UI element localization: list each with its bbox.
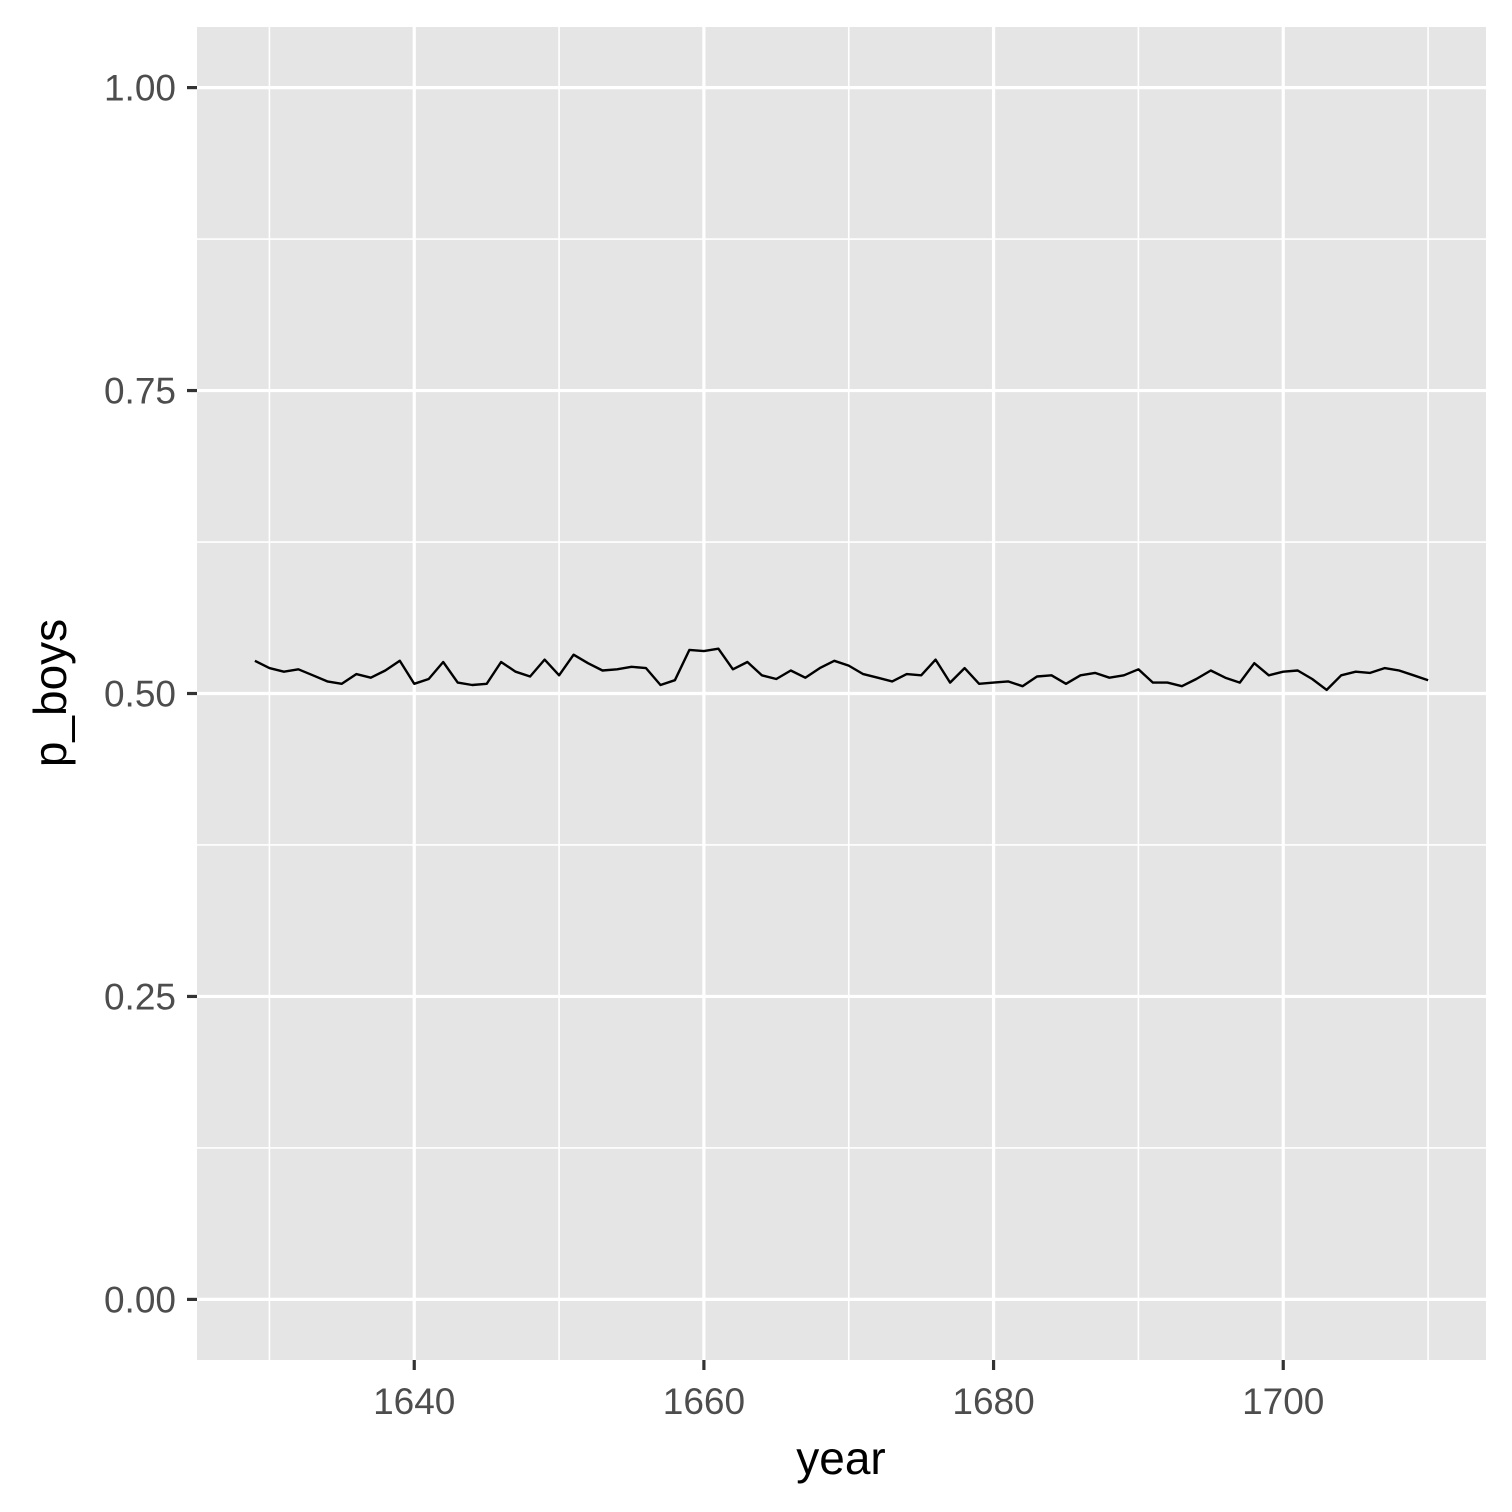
- y-tick-label: 0.25: [104, 976, 176, 1017]
- series-layer: [254, 647, 1429, 692]
- x-tick-label: 1640: [373, 1381, 455, 1422]
- y-tick-label: 0.50: [104, 674, 176, 715]
- x-axis-title: year: [796, 1432, 885, 1484]
- x-tick-label: 1700: [1242, 1381, 1324, 1422]
- y-axis: 0.00 0.25 0.50 0.75 1.00: [104, 68, 197, 1320]
- x-axis: 1640 1660 1680 1700: [373, 1360, 1324, 1422]
- y-tick-label: 0.00: [104, 1279, 176, 1320]
- y-tick-label: 1.00: [104, 68, 176, 109]
- x-tick-label: 1680: [952, 1381, 1034, 1422]
- y-tick-label: 0.75: [104, 371, 176, 412]
- series-line: [254, 647, 1429, 692]
- major-grid: [197, 27, 1486, 1360]
- x-tick-label: 1660: [663, 1381, 745, 1422]
- y-axis-title: p_boys: [24, 619, 76, 767]
